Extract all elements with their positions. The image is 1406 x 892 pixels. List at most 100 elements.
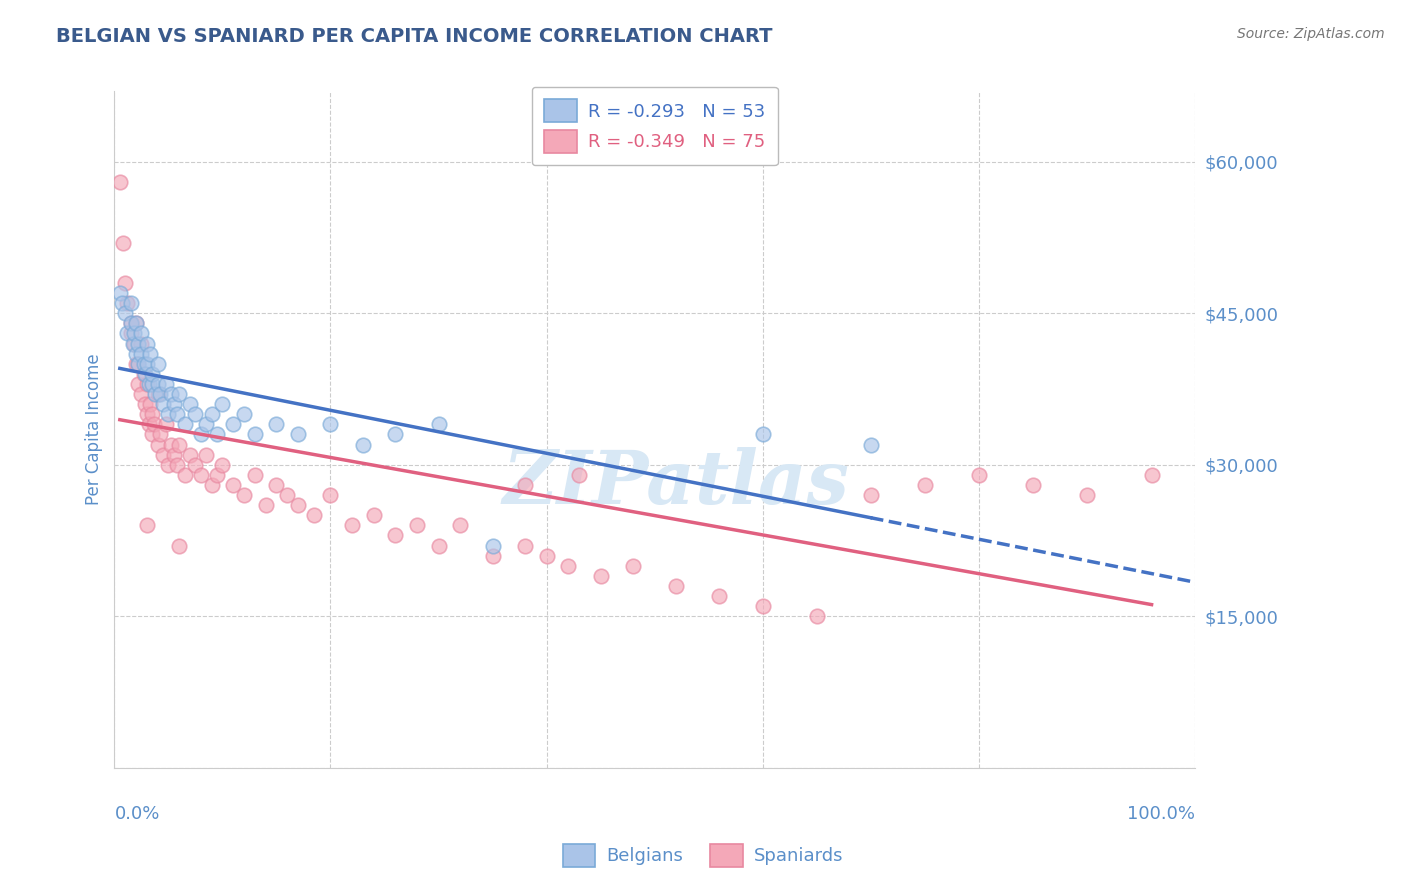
Point — [125, 316, 148, 330]
Point — [254, 498, 277, 512]
Point — [173, 417, 195, 432]
Point — [340, 518, 363, 533]
Point — [138, 376, 160, 391]
Point — [166, 458, 188, 472]
Point — [190, 467, 212, 482]
Point — [243, 427, 266, 442]
Point — [167, 387, 190, 401]
Point — [167, 437, 190, 451]
Point — [1140, 467, 1163, 482]
Point — [135, 336, 157, 351]
Point — [319, 417, 342, 432]
Point — [806, 609, 828, 624]
Point — [195, 417, 218, 432]
Point — [135, 407, 157, 421]
Point — [122, 326, 145, 341]
Point — [352, 437, 374, 451]
Point — [427, 539, 450, 553]
Point — [146, 437, 169, 451]
Point — [159, 437, 181, 451]
Text: 100.0%: 100.0% — [1126, 805, 1195, 823]
Point — [120, 316, 142, 330]
Point — [108, 175, 131, 189]
Point — [155, 417, 177, 432]
Point — [967, 467, 990, 482]
Point — [146, 376, 169, 391]
Point — [513, 539, 536, 553]
Point — [184, 458, 207, 472]
Point — [135, 518, 157, 533]
Point — [449, 518, 471, 533]
Point — [120, 296, 142, 310]
Point — [143, 417, 166, 432]
Point — [127, 336, 149, 351]
Point — [155, 376, 177, 391]
Point — [304, 508, 326, 523]
Point — [363, 508, 385, 523]
Point — [117, 326, 139, 341]
Point — [132, 357, 155, 371]
Point — [145, 387, 167, 401]
Point — [211, 397, 233, 411]
Point — [138, 417, 160, 432]
Point — [184, 407, 207, 421]
Point — [266, 417, 288, 432]
Point — [152, 448, 174, 462]
Point — [222, 417, 245, 432]
Text: ZIPatlas: ZIPatlas — [503, 447, 849, 520]
Point — [108, 286, 131, 301]
Point — [139, 397, 162, 411]
Point — [134, 397, 156, 411]
Point — [132, 367, 155, 381]
Point — [190, 427, 212, 442]
Point — [131, 387, 153, 401]
Point — [179, 397, 201, 411]
Point — [141, 407, 163, 421]
Point — [146, 387, 169, 401]
Point — [149, 387, 172, 401]
Point — [141, 367, 163, 381]
Point — [557, 558, 579, 573]
Point — [157, 407, 180, 421]
Point — [146, 357, 169, 371]
Point — [568, 467, 591, 482]
Point — [167, 539, 190, 553]
Point — [276, 488, 298, 502]
Point — [121, 336, 143, 351]
Point — [266, 478, 288, 492]
Point — [114, 276, 136, 290]
Point — [134, 367, 156, 381]
Point — [211, 458, 233, 472]
Text: BELGIAN VS SPANIARD PER CAPITA INCOME CORRELATION CHART: BELGIAN VS SPANIARD PER CAPITA INCOME CO… — [56, 27, 773, 45]
Point — [112, 235, 135, 250]
Point — [205, 427, 228, 442]
Point — [159, 387, 181, 401]
Point — [233, 407, 256, 421]
Point — [114, 306, 136, 320]
Point — [122, 336, 145, 351]
Point — [149, 427, 172, 442]
Point — [536, 549, 558, 563]
Point — [205, 467, 228, 482]
Legend: Belgians, Spaniards: Belgians, Spaniards — [555, 837, 851, 874]
Point — [751, 599, 773, 614]
Point — [111, 296, 134, 310]
Point — [481, 539, 503, 553]
Point — [163, 397, 186, 411]
Point — [131, 346, 153, 360]
Point — [859, 488, 882, 502]
Point — [513, 478, 536, 492]
Point — [125, 357, 148, 371]
Point — [131, 336, 153, 351]
Point — [201, 407, 224, 421]
Point — [163, 448, 186, 462]
Point — [173, 467, 195, 482]
Point — [127, 357, 149, 371]
Point — [195, 448, 218, 462]
Point — [384, 528, 406, 542]
Point — [135, 357, 157, 371]
Text: Source: ZipAtlas.com: Source: ZipAtlas.com — [1237, 27, 1385, 41]
Point — [125, 346, 148, 360]
Point — [287, 427, 309, 442]
Point — [201, 478, 224, 492]
